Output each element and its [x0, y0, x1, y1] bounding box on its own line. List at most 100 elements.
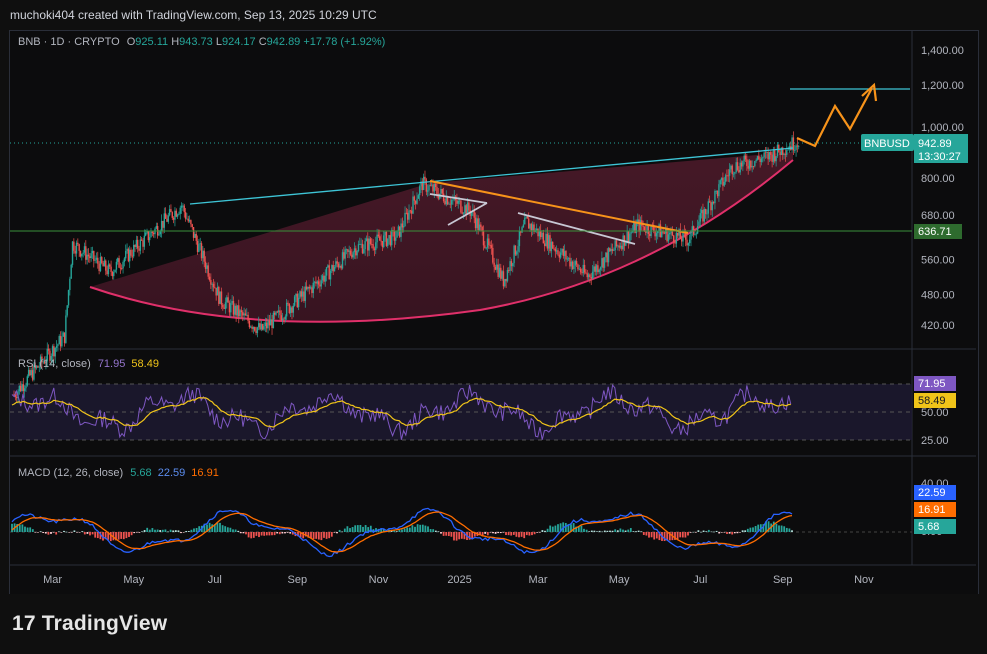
candle-body [312, 282, 314, 294]
macd-hist-bar [505, 532, 507, 536]
rsi-ma-line[interactable] [11, 396, 791, 428]
candle-body [501, 271, 503, 279]
candle-body [561, 248, 563, 253]
candle-body [70, 264, 72, 279]
macd-hist-bar [89, 532, 91, 536]
macd-hist-bar [265, 532, 268, 536]
candle-body [200, 243, 203, 259]
rsi-tick-label: 25.00 [921, 435, 949, 447]
candle-body [356, 251, 358, 256]
macd-hist-bar [398, 529, 401, 532]
macd-hist-bar [775, 523, 778, 532]
candle-body [671, 230, 674, 236]
candle-body [360, 243, 362, 245]
macd-hist-bar [676, 532, 679, 540]
candle-body [142, 240, 144, 247]
low-label: L [215, 36, 222, 48]
orange-trendline[interactable] [429, 180, 689, 234]
macd-hist-bar [694, 532, 697, 533]
candle-body [497, 264, 499, 277]
candle-body [387, 238, 389, 246]
macd-hist-bar [445, 532, 448, 536]
macd-hist-bar [174, 530, 177, 532]
candle-body [474, 217, 477, 229]
macd-hist-bar [765, 521, 767, 532]
candle-body [708, 201, 711, 203]
open-value: 925.11 [135, 36, 169, 48]
candle-body [418, 186, 421, 196]
macd-hist-bar [190, 529, 193, 532]
candle-body [77, 242, 79, 245]
candle-body [14, 394, 17, 397]
candle-body [594, 266, 596, 272]
macd-hist-bar [307, 532, 310, 538]
candle-body [65, 315, 67, 343]
price-axis[interactable]: 1,400.00 1,200.00 1,000.00 800.00 680.00 560.… [921, 45, 964, 332]
candle-body [395, 237, 397, 241]
candle-body [599, 267, 602, 270]
macd-hist-bar [726, 532, 728, 535]
macd-hist-bar [37, 532, 39, 533]
candle-body [339, 265, 341, 268]
projection-path[interactable] [796, 87, 873, 148]
candle-body [591, 271, 594, 279]
candle-body [775, 156, 777, 162]
main-legend[interactable]: BNB · 1D · CRYPTO O925.11 H943.73 L924.1… [18, 36, 385, 48]
candle-body [359, 243, 361, 245]
chart-frame[interactable] [9, 30, 979, 595]
macd-hist-bar [601, 531, 604, 533]
candle-body [252, 327, 255, 329]
candle-body [684, 232, 687, 240]
candle-body [786, 150, 788, 155]
candle-body [300, 291, 302, 297]
candle-body [747, 165, 749, 169]
tradingview-logo[interactable]: 17 TradingView [12, 612, 167, 636]
macd-line[interactable] [11, 507, 793, 558]
macd-hist-bar [700, 531, 702, 533]
price-tick-label: 1,400.00 [921, 45, 964, 57]
candle-body [284, 316, 287, 320]
projection-arrow-icon [861, 82, 878, 102]
candle-body [266, 322, 268, 329]
candle-body [606, 252, 608, 263]
candle-body [673, 235, 675, 243]
macd-hist-bar [146, 527, 149, 532]
grey-trendline[interactable] [429, 193, 488, 204]
candle-body [770, 151, 772, 155]
candle-body [533, 224, 535, 232]
candle-body [547, 235, 550, 249]
macd-hist-bar [783, 526, 786, 532]
macd-hist-bar [55, 532, 58, 535]
time-axis[interactable]: Mar May Jul Sep Nov 2025 Mar May Jul Sep Nov [43, 574, 874, 586]
candle-body [45, 361, 47, 364]
candle-body [409, 210, 412, 212]
macd-hist-bar [143, 530, 146, 532]
macd-hist-bar [481, 532, 484, 537]
candle-body [15, 396, 18, 399]
macd-hist-bar [128, 532, 130, 537]
macd-legend[interactable]: MACD (12, 26, close) 5.68 22.59 16.91 [18, 467, 219, 479]
candle-body [581, 272, 583, 274]
rsi-name: RSI (14, close) [18, 358, 91, 370]
high-label: H [171, 36, 180, 48]
candle-body [247, 314, 249, 321]
signal-line[interactable] [11, 511, 793, 553]
candle-body [95, 257, 98, 260]
candle-body [212, 283, 215, 288]
candle-body [179, 207, 181, 214]
candle-body [707, 201, 709, 214]
grey-trendline[interactable] [517, 212, 636, 245]
rsi-legend[interactable]: RSI (14, close) 71.95 58.49 [18, 358, 159, 370]
candle-body [222, 304, 224, 308]
upper-trendline[interactable] [189, 147, 794, 205]
grey-trendline[interactable] [447, 202, 488, 226]
macd-hist-bar [164, 529, 167, 532]
candle-body [434, 183, 437, 188]
rsi-line[interactable] [11, 383, 792, 440]
macd-hist-bar [255, 532, 258, 536]
candle-body [291, 307, 293, 313]
macd-hist-bar [31, 529, 34, 532]
level-tag: 636.71 [914, 224, 962, 239]
candle-body [408, 210, 410, 220]
